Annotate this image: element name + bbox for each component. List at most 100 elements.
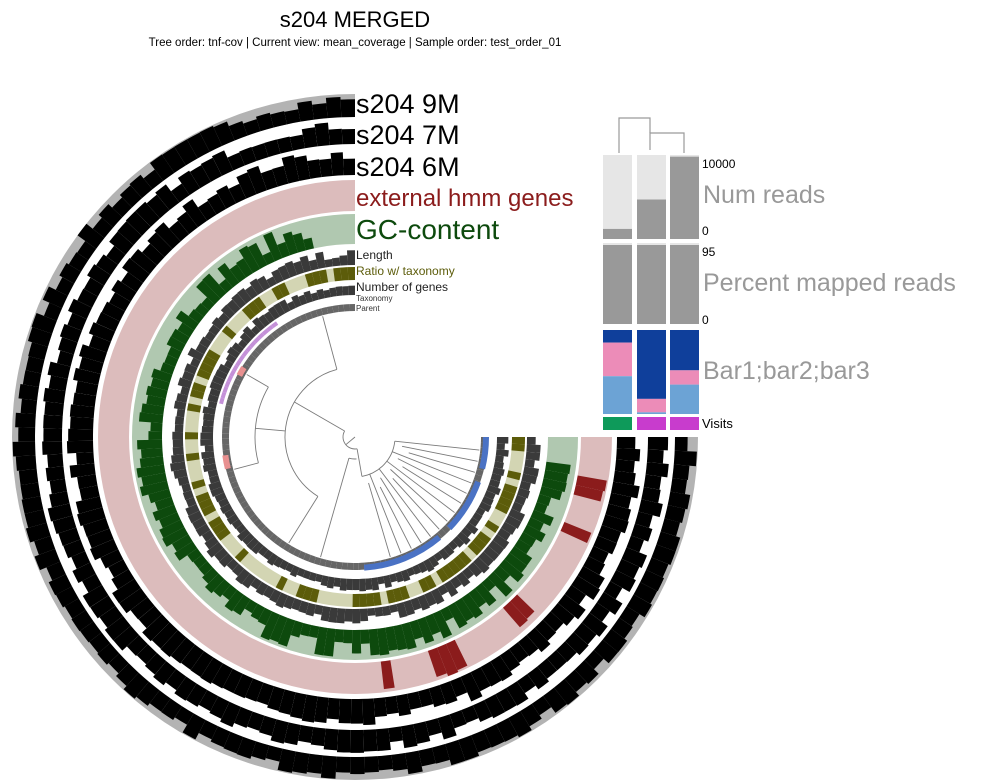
layer-s204-7m-bar xyxy=(646,449,664,464)
layer-label-length[interactable]: Length xyxy=(356,248,393,262)
layer-s204-6m-bar xyxy=(542,611,564,632)
layer-s204-7m[interactable] xyxy=(42,122,669,753)
tree-branch-a[interactable] xyxy=(294,401,345,432)
layer-length-bar xyxy=(269,589,282,604)
bars-label[interactable]: Bar1;bar2;bar3 xyxy=(703,357,870,385)
tree-leaf-edge[interactable] xyxy=(394,440,480,451)
tree-leaf-edge[interactable] xyxy=(402,466,462,504)
layer-s204-6m-bar xyxy=(75,380,99,397)
layer-s204-9m-bar xyxy=(520,703,542,727)
tree-root-arc[interactable] xyxy=(342,430,358,450)
stacked-bar-segment[interactable] xyxy=(670,330,699,371)
layer-label-parent[interactable]: Parent xyxy=(356,304,380,313)
tree-root-stem[interactable] xyxy=(345,436,356,446)
layer-gc-content-bar xyxy=(232,594,251,616)
tree-arc-c[interactable] xyxy=(254,386,269,463)
layer-length-bar xyxy=(208,324,221,336)
tree-leaf-edge[interactable] xyxy=(392,478,440,530)
layer-number-of-genes-bar xyxy=(208,480,222,491)
layer-s204-9m[interactable] xyxy=(12,94,698,780)
tree-leaf-edge[interactable] xyxy=(392,451,472,484)
stacked-bar-segment[interactable] xyxy=(670,370,699,385)
tree-leaf-edge[interactable] xyxy=(320,458,350,558)
tree-leaf-edge[interactable] xyxy=(386,460,455,513)
percent-mapped-bar[interactable] xyxy=(637,245,666,324)
layer-s204-6m-bar xyxy=(169,220,190,242)
tree-leaf-edge-4[interactable] xyxy=(246,374,269,388)
layer-gc-content-bar xyxy=(526,517,544,532)
tree-leaf-edge[interactable] xyxy=(401,445,478,462)
layer-gc-content-bar xyxy=(461,593,483,619)
layer-length-bar xyxy=(352,608,361,624)
tree-leaf-edge[interactable] xyxy=(368,482,391,558)
tree-branch-c[interactable] xyxy=(255,427,286,432)
layer-ratio-w-taxonomy-bar xyxy=(185,432,199,440)
stacked-bar-segment[interactable] xyxy=(637,398,666,413)
visits-label[interactable]: Visits xyxy=(702,416,733,431)
tree-leaf-edge-3[interactable] xyxy=(234,462,259,470)
sample-order-dendrogram[interactable] xyxy=(618,117,685,153)
visits-cell[interactable] xyxy=(637,417,666,430)
layer-gc-content[interactable] xyxy=(132,214,578,660)
stacked-bar-segment[interactable] xyxy=(603,376,632,414)
layer-label-gc-content[interactable]: GC-content xyxy=(356,214,499,245)
num-reads-bar[interactable] xyxy=(637,199,666,239)
tree-leaf-edge[interactable] xyxy=(369,474,402,554)
tree-arc-b[interactable] xyxy=(361,441,396,477)
stacked-bar-segment[interactable] xyxy=(670,384,699,414)
num-reads-bar[interactable] xyxy=(670,156,699,239)
percent-mapped-bar[interactable] xyxy=(603,245,632,324)
stacked-bar-segment[interactable] xyxy=(637,412,666,414)
layer-s204-6m-bar xyxy=(534,619,557,641)
layer-external-hmm-genes-bar xyxy=(427,647,447,677)
layer-length-bar xyxy=(182,370,195,382)
visits-cell[interactable] xyxy=(603,417,632,430)
tree-leaf-edge[interactable] xyxy=(378,468,431,537)
tree-small-arc[interactable] xyxy=(348,457,357,460)
tree-leaf-edge[interactable] xyxy=(408,452,476,473)
layer-label-external-hmm-genes[interactable]: external hmm genes xyxy=(356,185,573,212)
layer-length[interactable] xyxy=(170,250,541,624)
visits-cell[interactable] xyxy=(670,417,699,430)
stacked-bar-segment[interactable] xyxy=(637,330,666,399)
layer-s204-6m-bar xyxy=(77,507,106,527)
layer-label-s204-9m[interactable]: s204 9M xyxy=(356,89,460,119)
layer-label-taxonomy[interactable]: Taxonomy xyxy=(356,294,392,303)
tree-leaf-edge-1[interactable] xyxy=(322,316,338,370)
layer-s204-6m-bar xyxy=(278,689,296,715)
layer-number-of-genes[interactable] xyxy=(200,285,509,592)
tree-leaf-edge[interactable] xyxy=(397,458,467,494)
layer-taxonomy[interactable] xyxy=(219,321,279,405)
collection-bins[interactable] xyxy=(222,365,489,571)
layer-s204-6m[interactable] xyxy=(66,152,641,726)
layer-s204-6m-bar xyxy=(460,672,483,702)
dendrogram[interactable] xyxy=(234,316,480,558)
tree-branch-b[interactable] xyxy=(356,448,363,477)
num-reads-bg[interactable] xyxy=(603,155,632,239)
layer-s204-6m-bar xyxy=(88,322,116,342)
percent-mapped-label[interactable]: Percent mapped reads xyxy=(703,269,956,297)
layer-label-s204-6m[interactable]: s204 6M xyxy=(356,152,460,182)
layer-ratio-w-taxonomy-bar xyxy=(234,548,249,563)
layer-number-of-genes-bar xyxy=(475,506,486,517)
layer-s204-6m-bar xyxy=(350,698,364,724)
stacked-bar-segment[interactable] xyxy=(603,342,632,377)
layer-label-number-of-genes[interactable]: Number of genes xyxy=(356,280,448,294)
layer-label-ratio-w-taxonomy[interactable]: Ratio w/ taxonomy xyxy=(356,264,455,278)
num-reads-label[interactable]: Num reads xyxy=(703,181,825,209)
layer-number-of-genes-bar xyxy=(316,288,325,300)
layer-gc-content-bar xyxy=(150,377,170,391)
layer-external-hmm-genes[interactable] xyxy=(98,180,612,694)
layer-label-s204-7m[interactable]: s204 7M xyxy=(356,120,460,150)
tree-leaf-edge[interactable] xyxy=(390,469,448,522)
percent-mapped-bar[interactable] xyxy=(670,245,699,324)
tree-leaf-edge-2[interactable] xyxy=(288,496,319,544)
tree-arc-a[interactable] xyxy=(284,368,337,497)
tree-leaf-edge[interactable] xyxy=(380,477,422,544)
num-reads-bar[interactable] xyxy=(603,228,632,239)
stacked-bar-segment[interactable] xyxy=(603,330,632,343)
tree-leaf-edge[interactable] xyxy=(379,486,412,549)
layer-ratio-w-taxonomy[interactable] xyxy=(185,267,525,607)
layer-parent-bar xyxy=(258,341,268,351)
layer-ratio-w-taxonomy-bar xyxy=(399,585,410,601)
